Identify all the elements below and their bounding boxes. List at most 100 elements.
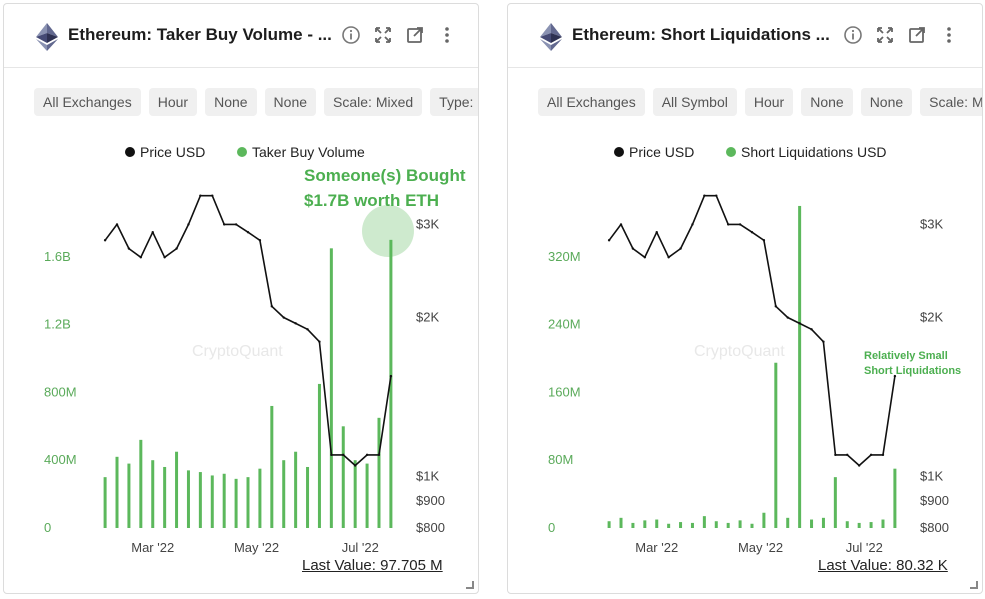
price-point-16 [294,322,297,325]
legend-marker-0 [125,147,135,157]
volume-bar-19 [329,248,333,528]
filter-exchange[interactable]: All Exchanges [538,88,645,116]
expand-icon[interactable] [372,24,394,46]
filter-symbol[interactable]: All Symbol [652,88,737,116]
info-icon[interactable] [340,24,362,46]
y-left-tick-3: 1.2B [44,317,71,332]
price-point-13 [258,239,262,242]
last-value-link[interactable]: Last Value: 80.32 K [818,557,948,574]
filter-window[interactable]: Hour [744,88,794,116]
y-left-tick-3: 240M [548,317,581,332]
price-point-21 [353,464,357,467]
price-point-20 [342,453,345,457]
annotation-highlight [362,205,414,257]
y-right-tick-0: $800 [416,520,445,535]
last-value-link[interactable]: Last Value: 97.705 M [302,557,443,574]
volume-bar-5 [667,523,671,528]
resize-handle[interactable] [466,581,474,589]
x-tick-2: Jul '22 [342,540,379,555]
filter-scale[interactable]: Scale: Mixed [324,88,423,116]
chart-panel-short-liquidations: Ethereum: Short Liquidations ... All Exc… [507,3,983,594]
price-point-4 [655,230,658,234]
price-point-9 [715,194,718,197]
volume-bar-0 [607,521,611,528]
y-right-tick-4: $3K [920,216,943,231]
more-menu-icon[interactable] [436,24,458,46]
volume-bar-18 [821,517,825,528]
expand-icon[interactable] [874,24,896,46]
y-left-tick-2: 160M [548,384,581,399]
filter-scale[interactable]: Scale: Mi [920,88,982,116]
y-right-tick-1: $900 [920,493,949,508]
price-point-20 [846,453,849,457]
ethereum-icon [36,23,58,51]
volume-bar-15 [282,460,286,528]
volume-bar-11 [738,520,742,528]
volume-bar-3 [139,439,143,528]
volume-bar-4 [151,460,155,528]
price-point-24 [389,374,393,378]
volume-bar-21 [857,522,861,528]
price-point-3 [139,256,143,259]
watermark: CryptoQuant [694,343,785,360]
volume-bar-8 [702,516,706,528]
price-point-0 [103,239,107,242]
price-point-22 [365,453,369,457]
volume-bar-5 [163,466,167,528]
volume-bar-4 [655,519,659,528]
y-right-tick-0: $800 [920,520,949,535]
price-point-7 [187,223,190,226]
price-point-18 [318,340,321,343]
annotation-text-1: $1.7B worth ETH [304,191,439,210]
filter-none-2[interactable]: None [860,88,913,116]
volume-bar-17 [306,466,310,528]
volume-bar-22 [365,463,369,528]
volume-bar-7 [186,470,190,528]
volume-bar-22 [869,522,873,528]
panel-title: Ethereum: Taker Buy Volume - ... [68,25,332,44]
filter-type[interactable]: Type: B [430,88,478,116]
y-left-tick-4: 320M [548,249,581,264]
filter-none-1[interactable]: None [205,88,257,116]
volume-bar-15 [786,517,790,528]
annotation-text-0: Relatively Small [864,350,948,362]
price-point-17 [306,328,309,331]
volume-bar-14 [774,362,778,528]
volume-bar-1 [115,456,119,528]
volume-bar-13 [258,468,262,528]
open-external-icon[interactable] [906,24,928,46]
price-point-9 [211,194,214,197]
filter-none-1[interactable]: None [801,88,853,116]
short-liquidations-chart: 0 80M 160M 240M 320M $800 $900 $1K $2K $3K CryptoQ… [548,144,961,555]
filter-none-2[interactable]: None [264,88,317,116]
more-menu-icon[interactable] [938,24,960,46]
y-right-tick-4: $3K [416,216,439,231]
y-left-tick-1: 80M [548,452,573,467]
info-icon[interactable] [842,24,864,46]
resize-handle[interactable] [970,581,978,589]
filter-window[interactable]: Hour [148,88,198,116]
volume-bar-9 [714,521,718,528]
volume-bar-7 [690,522,694,528]
price-point-12 [246,230,250,234]
price-point-24 [893,374,897,378]
x-tick-1: May '22 [738,540,783,555]
volume-bar-13 [762,512,766,528]
y-right-tick-1: $900 [416,493,445,508]
x-tick-2: Jul '22 [846,540,883,555]
x-tick-1: May '22 [234,540,279,555]
price-point-10 [726,223,730,226]
volume-bar-6 [679,522,683,528]
volume-bar-21 [353,460,357,528]
price-point-18 [822,340,825,343]
y-left-tick-1: 400M [44,452,77,467]
filter-exchange[interactable]: All Exchanges [34,88,141,116]
volume-bar-23 [377,417,381,528]
open-external-icon[interactable] [404,24,426,46]
legend-marker-1 [726,147,736,157]
volume-bar-16 [798,205,802,528]
price-point-2 [631,247,635,250]
price-point-14 [270,305,274,308]
y-left-tick-4: 1.6B [44,249,71,264]
x-tick-0: Mar '22 [635,540,678,555]
